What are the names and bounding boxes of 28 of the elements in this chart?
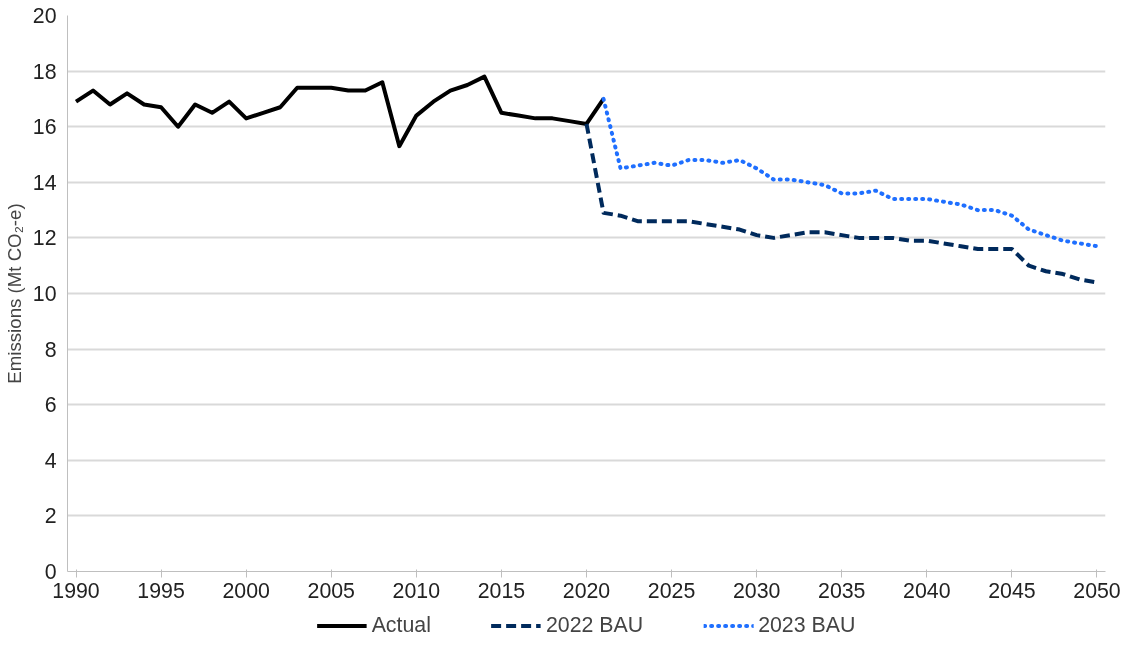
y-tick-label: 18	[32, 59, 57, 84]
y-tick-label: 10	[32, 282, 57, 306]
x-tick-label: 2045	[988, 578, 1036, 603]
x-tick-label: 2005	[307, 578, 355, 603]
y-tick-label: 2	[44, 504, 57, 529]
x-tick-label: 2050	[1073, 578, 1121, 603]
legend-label: 2023 BAU	[758, 612, 856, 638]
line-series	[74, 74, 606, 149]
x-tick-label: 2030	[732, 578, 781, 603]
x-tick-label: 2020	[562, 578, 611, 603]
x-tick-label: 2025	[647, 578, 696, 603]
y-tick-label: 6	[44, 393, 57, 418]
y-tick-label: 16	[32, 115, 57, 140]
y-tick-label: 8	[44, 337, 57, 362]
x-tick-label: 2010	[392, 578, 441, 603]
y-tick-label: 4	[44, 448, 57, 473]
y-axis-title: Emissions (Mt CO₂-e)	[3, 203, 25, 384]
y-tick-label: 12	[32, 226, 57, 251]
x-tick-label: 1995	[137, 578, 185, 603]
y-tick-label: 20	[32, 4, 57, 28]
x-tick-label: 2000	[222, 578, 271, 603]
line-series	[601, 96, 1099, 249]
legend-label: Actual	[371, 612, 431, 638]
legend-label: 2022 BAU	[545, 612, 644, 638]
x-tick-label: 2015	[477, 578, 526, 603]
y-tick-label: 14	[32, 170, 57, 195]
x-tick-label: 2035	[818, 578, 866, 603]
x-tick-label: 2040	[903, 578, 951, 603]
